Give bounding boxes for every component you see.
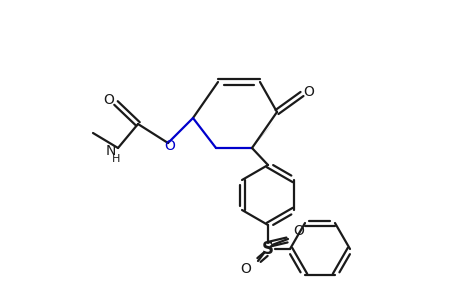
- Polygon shape: [250, 122, 274, 150]
- Text: O: O: [303, 85, 314, 99]
- Text: O: O: [240, 262, 251, 276]
- Text: O: O: [103, 93, 114, 107]
- Text: O: O: [164, 139, 175, 153]
- Text: S: S: [262, 240, 274, 258]
- Text: N: N: [106, 144, 116, 158]
- Text: H: H: [112, 154, 120, 164]
- Text: O: O: [293, 224, 304, 238]
